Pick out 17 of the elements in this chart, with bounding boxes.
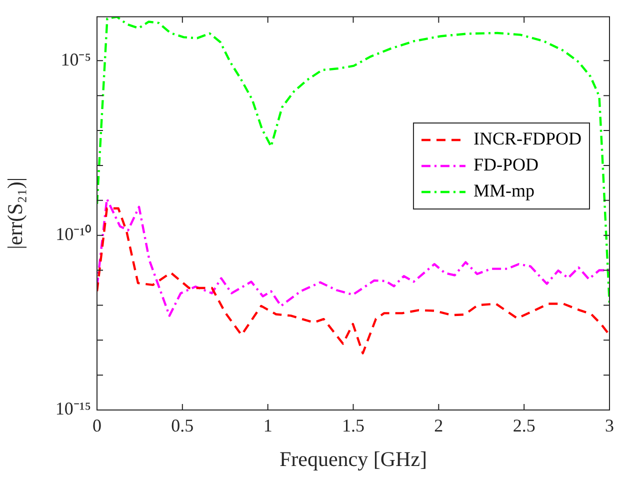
x-tick-label: 1.5: [342, 416, 364, 436]
legend-label: FD-POD: [473, 154, 538, 175]
y-tick-label: 10⁻¹⁰: [56, 224, 91, 244]
x-tick-label: 0.5: [171, 416, 194, 436]
line-series: [97, 16, 610, 305]
y-tick-label: 10⁻⁵: [60, 49, 91, 70]
line-series: [97, 207, 610, 354]
x-axis-title: Frequency [GHz]: [279, 446, 428, 471]
x-tick-label: 3: [605, 416, 614, 436]
x-tick-label: 2.5: [512, 416, 536, 436]
y-axis-title: |err(S₂₁)|: [3, 177, 28, 250]
x-tick-label: 2: [434, 416, 444, 436]
legend-label: MM-mp: [473, 180, 534, 201]
x-tick-label: 0: [92, 416, 102, 436]
y-tick-label: 10⁻¹⁵: [55, 398, 91, 419]
x-tick-label: 1: [263, 416, 272, 436]
legend-label: INCR-FDPOD: [473, 128, 582, 149]
